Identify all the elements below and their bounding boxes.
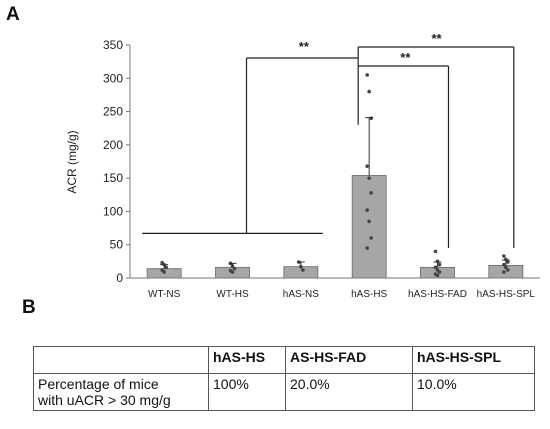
x-tick-label: WT-HS (216, 289, 249, 300)
data-point (433, 249, 438, 254)
panel-label-b: B (22, 297, 36, 318)
data-point (369, 190, 373, 195)
data-point (367, 219, 371, 224)
x-tick-label: hAS-HS-SPL (477, 289, 536, 300)
row-label-line: with uACR > 30 mg/g (38, 392, 171, 408)
y-tick-label: 200 (103, 138, 123, 152)
data-point (162, 270, 166, 274)
data-point (365, 246, 369, 250)
bar (351, 175, 387, 279)
panel-label-a: A (6, 4, 20, 25)
acr-bar-chart: ** ** ** 0 50 100 150 200 250 300 350 WT-NS WT-HS h… (65, 31, 540, 300)
table-header-cell: hAS-HS-SPL (412, 346, 535, 374)
data-point (365, 73, 369, 77)
table-row-label: Percentage of mice with uACR > 30 mg/g (33, 373, 209, 411)
data-point (230, 270, 235, 274)
data-point (437, 270, 442, 274)
data-point (502, 254, 506, 258)
x-tick-label: hAS-HS (351, 289, 387, 300)
summary-table: hAS-HS AS-HS-FAD hAS-HS-SPL Percentage o… (33, 346, 535, 411)
data-point (506, 268, 510, 272)
y-tick-label: 250 (103, 105, 123, 119)
data-point (369, 236, 373, 240)
x-tick-label: WT-NS (148, 289, 181, 300)
data-point (433, 265, 438, 270)
table-header-cell: hAS-HS (208, 346, 286, 374)
y-tick-label: 150 (103, 171, 123, 185)
table-cell: 100% (208, 373, 286, 411)
data-point (502, 270, 506, 274)
data-point (369, 116, 373, 121)
y-tick-label: 300 (103, 71, 123, 85)
data-point (504, 265, 508, 270)
row-label-line: Percentage of mice (38, 376, 159, 392)
table-row: Percentage of mice with uACR > 30 mg/g 1… (33, 373, 535, 411)
data-point (502, 262, 506, 267)
data-point (437, 262, 442, 267)
data-point (301, 268, 305, 272)
data-point (506, 260, 510, 264)
data-point (367, 89, 371, 94)
table-header-cell (33, 346, 209, 374)
data-point (365, 164, 369, 168)
data-point (367, 176, 371, 180)
table-header-cell: AS-HS-FAD (285, 346, 413, 374)
significance-label: ** (400, 50, 411, 65)
y-tick-label: 100 (103, 204, 123, 218)
y-tick-label: 50 (110, 238, 124, 252)
table-cell: 20.0% (285, 373, 413, 411)
significance-label: ** (431, 31, 442, 46)
table-cell: 10.0% (412, 373, 535, 411)
significance-label: ** (299, 39, 310, 54)
y-tick-label: 350 (103, 38, 123, 52)
y-tick-label: 0 (116, 271, 123, 285)
x-tick-label: hAS-HS-FAD (408, 289, 467, 300)
x-tick-label: hAS-NS (283, 289, 319, 300)
data-point (232, 266, 237, 271)
data-point (164, 265, 168, 270)
data-point (365, 208, 369, 212)
y-axis-label: ACR (mg/g) (65, 130, 79, 193)
data-point (435, 273, 440, 278)
table-header-row: hAS-HS AS-HS-FAD hAS-HS-SPL (33, 346, 535, 374)
